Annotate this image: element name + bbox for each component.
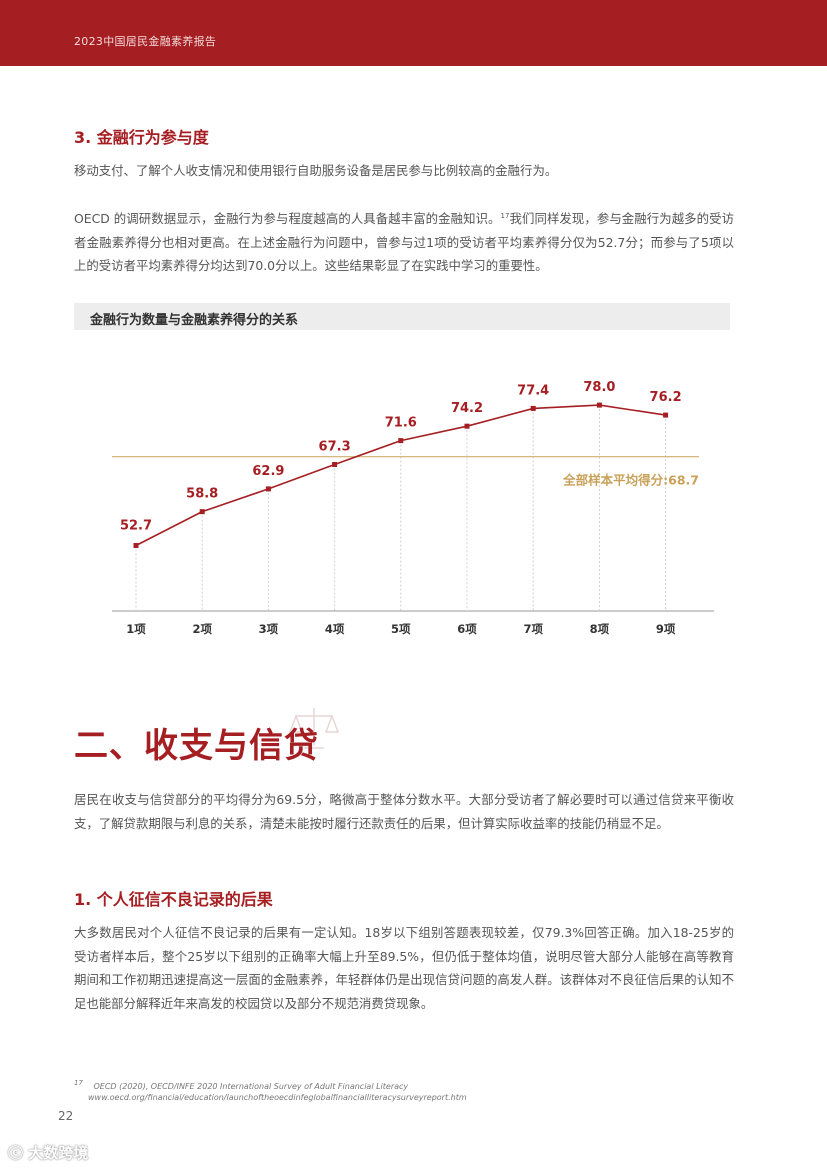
paragraph-text-b: 我们同样发现，参与金融行为越多的受访者金融素养得分也相对更高。在上述金融行为问题… [74, 211, 735, 274]
footnote-number: 17 [74, 1079, 83, 1087]
data-label: 52.7 [120, 519, 152, 534]
data-label: 67.3 [319, 439, 351, 454]
data-point [133, 543, 139, 549]
data-label: 77.4 [517, 383, 549, 398]
footnote-url[interactable]: www.oecd.org/financial/education/launcho… [88, 1093, 467, 1102]
data-point [596, 402, 602, 408]
data-label: 58.8 [186, 487, 218, 502]
section-heading-credit-record: 1. 个人征信不良记录的后果 [74, 890, 273, 909]
paragraph-credit-record: 大多数居民对个人征信不良记录的后果有一定认知。18岁以下组别答题表现较差，仅79… [74, 925, 734, 1011]
line-chart: 全部样本平均得分:68.7 52.7 58.8 62.9 67.3 71.6 74.2 77.… [112, 380, 714, 636]
x-tick-label: 9项 [656, 622, 676, 636]
x-tick-label: 3项 [259, 622, 279, 636]
data-point [199, 509, 205, 515]
data-point [530, 405, 536, 411]
data-label: 78.0 [583, 380, 615, 395]
x-tick-label: 6项 [457, 622, 477, 636]
paragraph-oecd-research: OECD 的调研数据显示，金融行为参与程度越高的人具备越丰富的金融知识。17我们… [74, 205, 734, 278]
data-point [663, 412, 669, 418]
paragraph-text-a: OECD 的调研数据显示，金融行为参与程度越高的人具备越丰富的金融知识。 [74, 211, 501, 227]
x-tick-label: 4项 [325, 622, 345, 636]
scale-icon [288, 708, 340, 749]
data-label: 62.9 [252, 464, 284, 479]
paragraph-income-credit: 居民在收支与信贷部分的平均得分为69.5分，略微高于整体分数水平。大部分受访者了… [74, 792, 734, 831]
chart-title-bar: 金融行为数量与金融素养得分的关系 [74, 303, 730, 330]
data-point [464, 423, 470, 429]
section-heading-financial-behavior: 3. 金融行为参与度 [74, 128, 209, 147]
footnote-ref[interactable]: 17 [500, 212, 510, 220]
report-title: 2023中国居民金融素养报告 [74, 35, 217, 48]
chart-title: 金融行为数量与金融素养得分的关系 [90, 313, 299, 328]
x-tick-label: 2项 [192, 622, 212, 636]
x-tick-label: 5项 [391, 622, 411, 636]
data-point [332, 461, 338, 467]
page-number: 22 [58, 1109, 74, 1123]
x-tick-label: 7项 [523, 622, 543, 636]
data-label: 74.2 [451, 401, 483, 416]
chapter-heading-income-credit: 二、收支与信贷 [74, 726, 319, 766]
watermark-text: 大数跨境 [28, 1144, 89, 1162]
x-tick-label: 1项 [126, 622, 146, 636]
logo-icon: ⓒ [8, 1144, 24, 1162]
x-tick-label: 8项 [590, 622, 610, 636]
data-point [265, 486, 271, 492]
footnote: 17 OECD (2020), OECD/INFE 2020 Internati… [74, 1079, 408, 1091]
paragraph-financial-behavior-intro: 移动支付、了解个人收支情况和使用银行自助服务设备是居民参与比例较高的金融行为。 [74, 163, 558, 178]
data-label: 76.2 [650, 390, 682, 405]
page-header: 2023中国居民金融素养报告 [0, 0, 827, 66]
footnote-text: OECD (2020), OECD/INFE 2020 Internationa… [93, 1081, 409, 1091]
data-point [398, 438, 404, 444]
average-reference-label: 全部样本平均得分:68.7 [562, 473, 699, 488]
data-label: 71.6 [385, 416, 417, 431]
watermark: ⓒ 大数跨境 [8, 1142, 88, 1163]
